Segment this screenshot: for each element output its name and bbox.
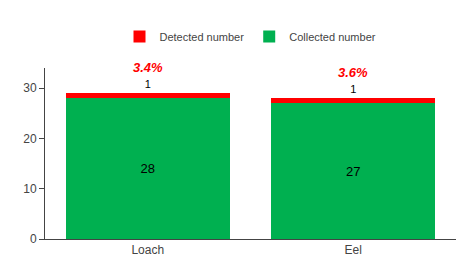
svg-text:20: 20: [23, 132, 37, 146]
svg-text:Collected number: Collected number: [289, 31, 376, 43]
svg-text:30: 30: [23, 81, 37, 95]
svg-text:27: 27: [346, 164, 360, 179]
svg-text:3.6%: 3.6%: [338, 65, 368, 80]
svg-text:1: 1: [145, 78, 151, 90]
svg-text:3.4%: 3.4%: [133, 60, 163, 75]
svg-text:28: 28: [141, 161, 155, 176]
svg-text:Detected number: Detected number: [160, 31, 245, 43]
svg-text:0: 0: [30, 232, 37, 246]
svg-text:Eel: Eel: [345, 243, 362, 257]
svg-text:1: 1: [350, 83, 356, 95]
svg-text:Loach: Loach: [131, 243, 164, 257]
svg-text:10: 10: [23, 182, 37, 196]
